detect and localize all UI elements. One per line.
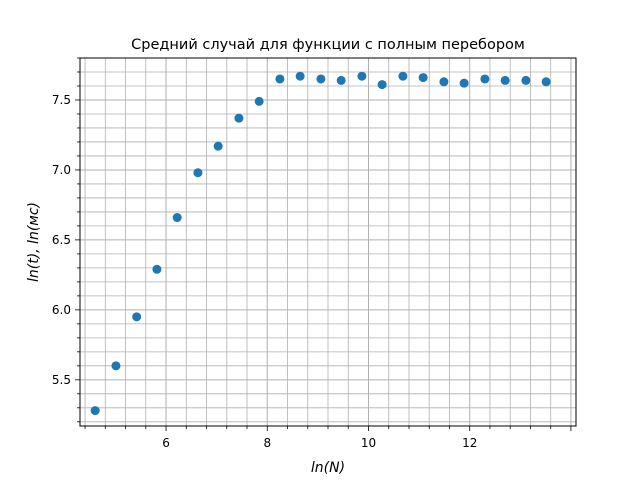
data-point	[193, 168, 203, 178]
data-point	[254, 96, 264, 106]
data-point	[213, 141, 223, 151]
data-point	[439, 77, 449, 87]
data-point	[111, 361, 121, 371]
x-tick-label: 6	[162, 436, 170, 450]
data-point	[357, 71, 367, 81]
data-point	[500, 75, 510, 85]
data-point	[172, 213, 182, 223]
chart-title: Средний случай для функции с полным пере…	[131, 37, 525, 53]
data-point	[521, 75, 531, 85]
data-point	[295, 71, 305, 81]
x-axis-label: ln(N)	[311, 460, 345, 476]
grid-lines	[80, 57, 576, 426]
axis-ticks: 6 8 10 12 5.5 6.0 6.5 7.0 7.5	[52, 57, 572, 450]
y-tick-label: 6.0	[52, 303, 71, 317]
data-point	[480, 74, 490, 84]
plot-frame	[79, 57, 577, 427]
y-tick-label: 5.5	[52, 373, 71, 387]
data-point	[316, 74, 326, 84]
data-point	[234, 113, 244, 123]
data-point	[541, 77, 551, 87]
data-point	[275, 74, 285, 84]
data-point	[90, 406, 100, 416]
data-points	[90, 71, 551, 416]
x-tick-label: 10	[361, 436, 376, 450]
y-tick-label: 7.5	[52, 93, 71, 107]
data-point	[336, 75, 346, 85]
x-tick-label: 8	[263, 436, 271, 450]
data-point	[132, 312, 142, 322]
data-point	[152, 264, 162, 274]
data-point	[459, 78, 469, 88]
x-tick-label: 12	[462, 436, 477, 450]
data-point	[377, 80, 387, 90]
y-tick-label: 6.5	[52, 233, 71, 247]
y-tick-label: 7.0	[52, 163, 71, 177]
data-point	[418, 73, 428, 83]
y-axis-label: ln(t), ln(мс)	[26, 202, 42, 282]
data-point	[398, 71, 408, 81]
